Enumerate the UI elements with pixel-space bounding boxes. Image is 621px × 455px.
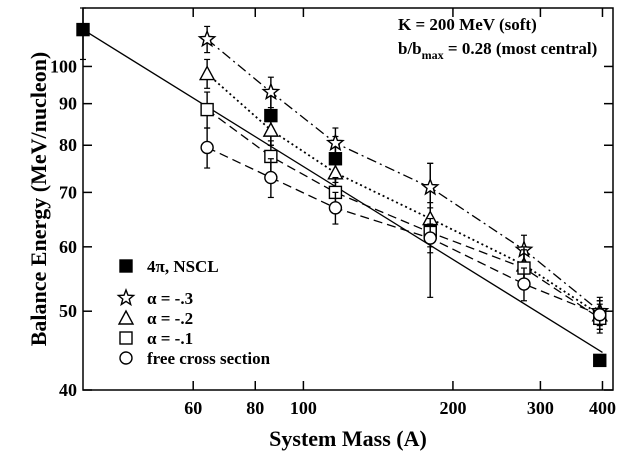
data-point [420,177,440,196]
annotation-line2-prefix: b/b [398,39,422,58]
x-tick-label: 400 [589,398,616,418]
y-tick-label: 90 [59,94,77,114]
annotation-line2-sub: max [422,48,444,62]
data-point [198,65,216,81]
y-tick-label: 50 [59,301,77,321]
series-free-cross-section [200,127,607,330]
ticks-layer: 60 80 100 200 300 400 40 50 60 70 80 90 100 [50,8,616,418]
data-point [327,164,344,180]
data-point [593,353,607,368]
series-layer [76,7,610,368]
y-tick-label: 60 [59,237,77,257]
y-tick-label: 80 [59,135,77,155]
y-axis-label: Balance Energy (MeV/nucleon) [26,52,51,347]
data-point [593,308,607,322]
y-tick-label: 100 [50,56,77,76]
legend-marker-2 [117,309,135,325]
data-point [423,231,437,245]
legend-marker-3 [116,288,136,307]
legend-label-2: α = -.2 [147,309,193,328]
x-tick-label: 200 [439,398,466,418]
data-point [200,140,214,155]
x-axis-label: System Mass (A) [269,426,427,451]
y-tick-label: 70 [59,182,77,202]
series-line [82,29,603,353]
legend-marker-4-nscl [119,259,133,273]
series-line [206,38,601,312]
x-tick-label: 80 [246,398,264,418]
legend-label-3: α = -.3 [147,289,193,308]
data-point [517,277,531,291]
annotation-line1: K = 200 MeV (soft) [398,15,537,34]
series-3 [197,25,610,327]
legend-label-free-cross-section: free cross section [147,349,271,368]
x-tick-label: 60 [184,398,202,418]
x-tick-label: 300 [527,398,554,418]
data-point [325,133,345,152]
series-line [206,146,601,316]
series-line [206,109,601,319]
y-tick-label: 40 [59,380,77,400]
series-1 [200,91,607,334]
legend-marker-free-cross-section [119,351,133,365]
data-point [262,121,280,137]
legend-label-1: α = -.1 [147,329,193,348]
data-point [261,82,281,101]
series-2 [198,58,608,330]
data-point [200,102,214,117]
series-line [206,72,601,316]
data-point [264,170,278,185]
data-point [76,22,90,37]
legend-label-4-nscl: 4π, NSCL [147,257,219,276]
annotation-line2-suffix: = 0.28 (most central) [444,39,598,58]
data-point [197,29,217,48]
data-point [328,201,343,215]
x-tick-label: 100 [290,398,317,418]
annotation-line2: b/bmax = 0.28 (most central) [398,39,597,62]
legend-marker-1 [119,331,133,345]
plot-frame [82,7,614,391]
